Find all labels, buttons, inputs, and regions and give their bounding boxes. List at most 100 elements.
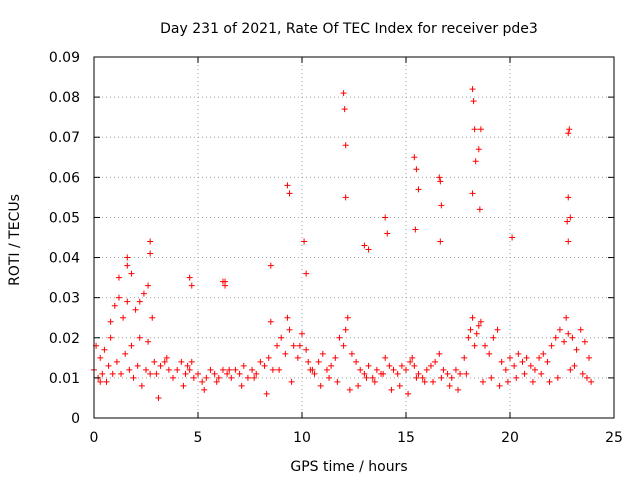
data-point bbox=[305, 358, 312, 365]
data-point bbox=[334, 378, 341, 385]
data-point bbox=[284, 314, 291, 321]
data-point bbox=[365, 362, 372, 369]
data-point bbox=[163, 354, 170, 361]
data-point bbox=[278, 334, 285, 341]
x-axis-label: GPS time / hours bbox=[290, 459, 407, 475]
data-point bbox=[151, 358, 158, 365]
data-point bbox=[398, 362, 405, 369]
data-point bbox=[476, 206, 483, 213]
data-point bbox=[136, 298, 143, 305]
data-point bbox=[361, 370, 368, 377]
data-point bbox=[536, 354, 543, 361]
data-point bbox=[471, 126, 478, 133]
data-point bbox=[130, 374, 137, 381]
data-point bbox=[186, 274, 193, 281]
data-point bbox=[511, 362, 518, 369]
data-point bbox=[109, 370, 116, 377]
data-point bbox=[437, 238, 444, 245]
data-point bbox=[472, 158, 479, 165]
data-point bbox=[411, 154, 418, 161]
data-point bbox=[469, 314, 476, 321]
data-point bbox=[244, 374, 251, 381]
data-point bbox=[99, 370, 106, 377]
data-point bbox=[342, 142, 349, 149]
data-point bbox=[403, 366, 409, 373]
data-point bbox=[507, 354, 513, 361]
data-point bbox=[328, 362, 335, 369]
data-point bbox=[134, 362, 141, 369]
data-point bbox=[384, 230, 391, 237]
data-point bbox=[556, 326, 563, 333]
data-point bbox=[538, 370, 545, 377]
data-point bbox=[120, 314, 127, 321]
data-point bbox=[419, 374, 426, 381]
data-point bbox=[267, 318, 274, 325]
plot-frame bbox=[93, 56, 615, 419]
data-point bbox=[228, 374, 235, 381]
data-point bbox=[382, 214, 389, 221]
data-point bbox=[411, 362, 418, 369]
x-tick-labels: 0 5 10 15 20 25 bbox=[90, 430, 623, 446]
data-point bbox=[502, 366, 509, 373]
data-point bbox=[115, 294, 122, 301]
data-point bbox=[437, 178, 444, 185]
x-tick-label: 0 bbox=[90, 430, 99, 446]
data-point bbox=[128, 270, 135, 277]
data-point bbox=[565, 130, 572, 137]
data-point bbox=[145, 282, 152, 289]
data-point bbox=[583, 374, 590, 381]
data-point bbox=[211, 370, 218, 377]
y-tick-label: 0.04 bbox=[49, 251, 80, 267]
data-point bbox=[294, 354, 301, 361]
data-point bbox=[365, 246, 372, 253]
data-point bbox=[473, 330, 480, 337]
data-point bbox=[178, 358, 185, 365]
data-point bbox=[319, 350, 326, 357]
data-point bbox=[147, 370, 154, 377]
data-point bbox=[490, 334, 497, 341]
data-point bbox=[174, 366, 181, 373]
data-point bbox=[213, 378, 220, 385]
data-point bbox=[184, 362, 191, 369]
data-point bbox=[128, 342, 135, 349]
data-point bbox=[412, 226, 419, 233]
data-point bbox=[544, 358, 551, 365]
data-point bbox=[126, 366, 133, 373]
data-point bbox=[566, 126, 573, 133]
data-point bbox=[515, 350, 522, 357]
data-point bbox=[101, 346, 108, 353]
data-point bbox=[269, 366, 276, 373]
data-point bbox=[448, 374, 455, 381]
data-point bbox=[199, 378, 206, 385]
data-point bbox=[577, 326, 584, 333]
y-tick-label: 0.03 bbox=[49, 291, 80, 307]
data-point bbox=[561, 338, 568, 345]
data-point bbox=[113, 358, 120, 365]
data-point bbox=[469, 190, 476, 197]
data-point bbox=[263, 390, 270, 397]
data-point bbox=[540, 350, 547, 357]
data-point bbox=[477, 318, 484, 325]
data-point bbox=[188, 358, 195, 365]
data-point bbox=[527, 362, 534, 369]
data-point bbox=[521, 370, 528, 377]
data-point bbox=[238, 382, 245, 389]
data-point bbox=[529, 378, 536, 385]
data-point bbox=[232, 366, 239, 373]
data-point bbox=[413, 374, 420, 381]
y-tick-labels: 0 0.01 0.02 0.03 0.04 0.05 0.06 0.07 0.08 0.09 bbox=[49, 50, 80, 427]
data-point bbox=[153, 370, 160, 377]
data-point bbox=[240, 362, 247, 369]
data-point bbox=[463, 370, 470, 377]
data-point bbox=[107, 334, 114, 341]
data-point bbox=[301, 238, 308, 245]
data-point bbox=[373, 366, 380, 373]
chart-title: Day 231 of 2021, Rate Of TEC Index for r… bbox=[160, 21, 538, 37]
data-point bbox=[382, 354, 389, 361]
y-tick-label: 0.08 bbox=[49, 90, 80, 106]
data-point bbox=[467, 326, 474, 333]
data-point bbox=[215, 374, 222, 381]
data-point bbox=[188, 282, 195, 289]
data-point bbox=[97, 354, 104, 361]
data-point bbox=[363, 374, 370, 381]
